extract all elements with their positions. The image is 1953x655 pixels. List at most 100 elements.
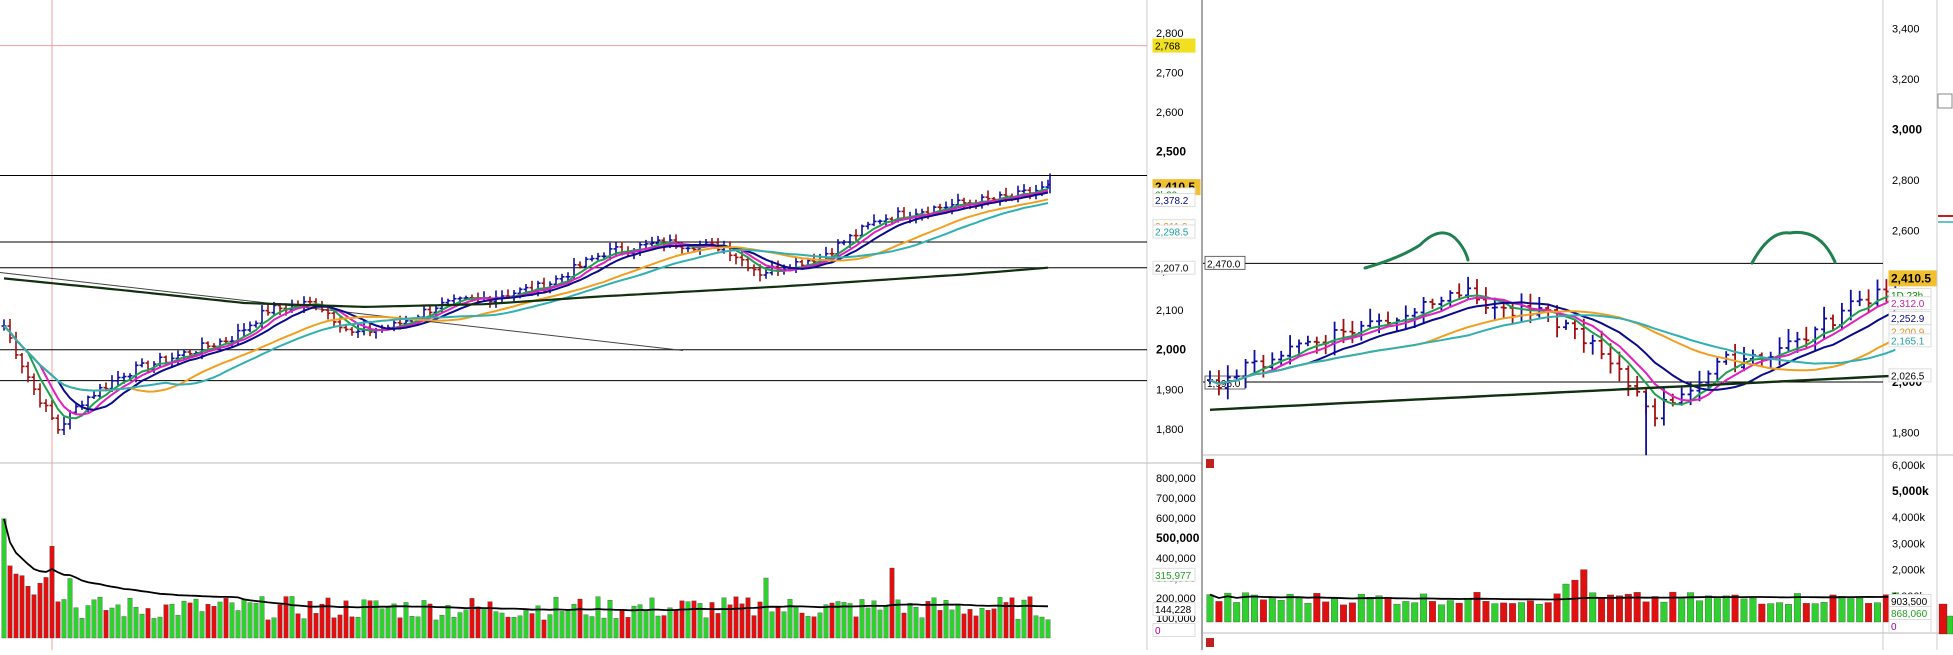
volume-bar (277, 604, 283, 639)
volume-bar (109, 607, 115, 639)
volume-axis-tick-label: 2,000k (1892, 565, 1926, 577)
volume-bar (1357, 593, 1365, 623)
volume-bar (241, 598, 247, 639)
right-chart[interactable]: 2,470.0 1,996.0 3,400 3,200 3,000 2,800 2,600 2… (1203, 24, 1937, 648)
volume-bar (73, 607, 79, 639)
line-value-label: 1,996.0 (1207, 379, 1241, 390)
right-price-badges: 2,410.51D 23h2,312.02,252.92,200.92,165.… (1888, 270, 1937, 383)
volume-bar (1526, 600, 1534, 623)
volume-bar (7, 565, 13, 639)
volume-bar (49, 545, 55, 639)
price-badge-box (1888, 333, 1932, 348)
volume-bar (769, 611, 775, 639)
volume-bar (505, 616, 511, 639)
volume-bar (1856, 598, 1864, 623)
volume-bar (253, 602, 259, 639)
volume-bar (1509, 603, 1517, 623)
volume-bar (1393, 603, 1401, 623)
volume-axis-tick-label: 4,000k (1892, 512, 1926, 524)
annotation-arc (1750, 230, 1837, 265)
right-volume-axis: 6,000k5,000k4,000k3,000k2,000k1,000k903,… (1888, 460, 1932, 633)
volume-bar (1642, 601, 1650, 623)
volume-bar (1731, 594, 1739, 623)
volume-bar (85, 605, 91, 639)
left-chart[interactable]: 2,8002,7002,6002,5002,4002,3002,2002,100… (0, 0, 1201, 650)
price-axis-tick-label: 2,800 (1156, 28, 1184, 40)
volume-bar (115, 604, 121, 639)
volume-bar (1375, 595, 1383, 623)
volume-bar (319, 603, 325, 639)
price-axis-tick-label: 3,400 (1892, 24, 1920, 36)
volume-bar (1366, 597, 1374, 623)
line-value-box (1204, 255, 1246, 270)
volume-bar (409, 616, 415, 639)
volume-bar (835, 601, 841, 639)
volume-bar (475, 606, 481, 639)
volume-bar (685, 601, 691, 639)
volume-bar (853, 616, 859, 639)
volume-bar (841, 602, 847, 639)
volume-bar (1402, 601, 1410, 623)
volume-bar (1015, 619, 1021, 639)
volume-bar (385, 606, 391, 639)
volume-bar (169, 604, 175, 639)
price-axis-tick-label: 1,900 (1156, 384, 1184, 396)
volume-bar (1313, 593, 1321, 623)
volume-bar (1233, 602, 1241, 623)
volume-bar (1045, 619, 1051, 639)
volume-bar (67, 578, 73, 639)
volume-bar (1802, 603, 1810, 623)
volume-bar (1758, 603, 1766, 623)
volume-badge-box (1152, 623, 1196, 637)
volume-bar (133, 607, 139, 639)
ma-teal-line (1209, 314, 1896, 386)
volume-bar (1865, 603, 1873, 623)
volume-badge-box (1888, 619, 1932, 633)
volume-bar (355, 616, 361, 639)
volume-bar (127, 598, 133, 639)
price-badge: 2,207.0 (1155, 264, 1189, 275)
volume-bar (325, 597, 331, 639)
volume-bar (31, 594, 37, 639)
volume-bar (343, 600, 349, 639)
volume-bar (187, 602, 193, 639)
volume-bar (739, 603, 745, 639)
volume-bar (991, 608, 997, 639)
volume-bar (1820, 602, 1828, 623)
volume-bar (1749, 598, 1757, 623)
volume-bar (283, 596, 289, 639)
volume-bar (601, 617, 607, 639)
ma-teal-line (3, 202, 1049, 392)
volume-bar (1242, 592, 1250, 623)
volume-bar (1455, 602, 1463, 623)
volume-bar (619, 609, 625, 639)
volume-axis-tick-label: 6,000k (1892, 460, 1926, 472)
price-badge: 2,768 (1155, 42, 1180, 53)
volume-bar (715, 613, 721, 639)
volume-bar (805, 616, 811, 639)
volume-bar (1811, 603, 1819, 623)
price-badge: 2,298.5 (1155, 227, 1189, 238)
volume-bar (673, 609, 679, 639)
volume-bar (559, 611, 565, 639)
volume-bar (553, 597, 559, 639)
left-volume-axis: 800,000700,000600,000500,000400,000300,0… (1152, 473, 1200, 637)
volume-bar (1704, 595, 1712, 623)
volume-bar (895, 599, 901, 639)
volume-bar (145, 608, 151, 639)
volume-bar (415, 616, 421, 639)
volume-bar (1, 518, 7, 639)
volume-bar (547, 614, 553, 639)
volume-bar (1437, 604, 1445, 623)
volume-bar (229, 602, 235, 639)
volume-bar (271, 617, 277, 639)
volume-bar (787, 599, 793, 639)
volume-bar (373, 600, 379, 639)
volume-bar (1224, 592, 1232, 623)
volume-bar (1669, 591, 1677, 623)
volume-bar (727, 604, 733, 639)
volume-bar (481, 607, 487, 639)
volume-bar (451, 616, 457, 639)
volume-axis-tick-label: 700,000 (1156, 493, 1196, 505)
